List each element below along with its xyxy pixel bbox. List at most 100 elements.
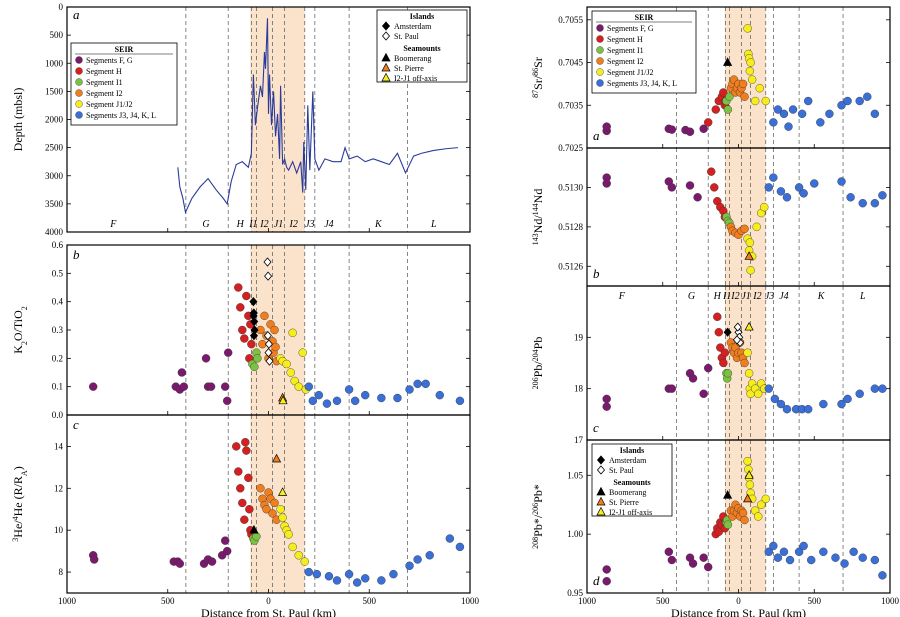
data-point <box>707 167 716 176</box>
legend-item-label: Segment I2 <box>607 57 644 66</box>
legend-swatch <box>75 56 83 64</box>
data-point <box>704 363 713 373</box>
y-tick-label: 0.3 <box>52 325 64 335</box>
legend-item-label: Boomerang <box>609 488 646 497</box>
panel-right-d: 0.95 1.00 1.05 d <box>567 439 891 598</box>
data-point <box>704 562 713 572</box>
depth-profile-line <box>177 18 458 215</box>
legend-symbol <box>596 486 606 496</box>
data-point <box>377 576 386 585</box>
legend-item-label: Segment J1/J2 <box>607 68 653 77</box>
data-point <box>241 438 250 447</box>
data-point <box>288 542 297 552</box>
data-point <box>773 553 783 562</box>
legend-item-label: Amsterdam <box>394 22 432 31</box>
data-point <box>723 105 733 114</box>
panel-letter: b <box>73 247 80 262</box>
data-point <box>206 382 216 391</box>
data-point <box>699 124 708 133</box>
y-axis-label-he-part: He/ <box>11 520 25 538</box>
series-segment-j1-j2 <box>743 202 769 275</box>
series-segments-f-g <box>602 122 708 136</box>
y-tick-label: 0.95 <box>567 588 583 598</box>
data-point <box>247 339 256 349</box>
data-point <box>738 79 748 89</box>
legend-item-label: Segments J3, J4, K, L <box>86 111 156 120</box>
data-point <box>710 183 719 192</box>
y-axis-label-nd-part: Nd <box>531 189 545 204</box>
series-segment-i1 <box>722 515 733 529</box>
legend-swatch <box>75 100 83 108</box>
data-point <box>797 109 807 119</box>
legend-item-label: Segments F, G <box>86 56 133 65</box>
x-tick-label: 500 <box>161 596 175 606</box>
data-point <box>278 487 288 496</box>
y-axis-label-pb206-part: 204 <box>531 349 540 361</box>
y-axis-label-depth-part: Depth (mbsl) <box>11 88 25 152</box>
legend-symbol <box>596 506 606 516</box>
data-point <box>773 105 783 114</box>
data-point <box>244 473 253 483</box>
series-segment-h <box>232 438 256 539</box>
data-point <box>779 547 789 557</box>
data-point <box>788 105 798 114</box>
segment-label: J1 <box>274 219 283 230</box>
data-point <box>719 88 728 97</box>
x-tick-label: 500 <box>363 596 377 606</box>
data-point <box>602 402 611 411</box>
data-point <box>878 191 887 200</box>
panel-frame <box>66 6 471 233</box>
series-i2-j1-off-axis <box>278 487 288 496</box>
segment-label: H <box>236 219 245 230</box>
data-point <box>304 567 313 577</box>
y-tick-label: 12 <box>54 483 63 493</box>
segment-label: I2 <box>752 291 761 302</box>
y-axis-label-he-part: 3 <box>11 538 20 542</box>
data-point <box>220 382 230 391</box>
series-i2-j1-off-axis <box>744 321 754 331</box>
x-tick-label: 1000 <box>58 596 77 606</box>
x-axis-label: Distance from St. Paul (km) <box>671 606 806 617</box>
data-point <box>784 122 793 131</box>
data-point <box>740 224 749 234</box>
data-point <box>352 578 362 587</box>
data-point <box>377 393 386 403</box>
data-point <box>745 66 755 76</box>
data-point <box>870 555 880 565</box>
x-tick-label: 500 <box>808 596 822 606</box>
data-point <box>294 551 303 560</box>
series-segments-j3-j4-k-l <box>304 534 465 587</box>
data-point <box>253 354 262 363</box>
data-point <box>389 569 398 579</box>
segment-label: K <box>374 219 383 230</box>
panel-letter: b <box>593 266 600 281</box>
legend-box <box>591 10 697 94</box>
series-segment-j1-j2 <box>743 24 770 106</box>
segment-label: F <box>618 291 626 302</box>
data-point <box>837 101 846 110</box>
y-axis-label-sr-part: 86 <box>531 68 540 76</box>
data-point <box>740 358 749 368</box>
data-point <box>664 547 674 557</box>
data-point <box>435 390 444 400</box>
data-point <box>738 508 748 518</box>
series-segment-i2 <box>726 500 749 525</box>
data-point <box>693 193 702 202</box>
legend-symbol <box>381 72 391 82</box>
data-point <box>242 446 251 455</box>
data-point <box>236 303 245 312</box>
data-point <box>445 534 455 543</box>
data-point <box>744 321 754 331</box>
y-tick-label: 0.1 <box>52 382 63 392</box>
y-tick-label: 18 <box>574 384 584 394</box>
y-tick-label: 500 <box>50 30 64 40</box>
panel-letter: c <box>593 420 599 435</box>
data-point <box>837 399 846 409</box>
data-point <box>799 541 808 551</box>
segment-label: J3 <box>765 291 774 302</box>
data-point <box>819 547 828 557</box>
legend-title: Islands <box>410 12 434 21</box>
data-point <box>425 551 434 560</box>
data-point <box>785 555 795 565</box>
